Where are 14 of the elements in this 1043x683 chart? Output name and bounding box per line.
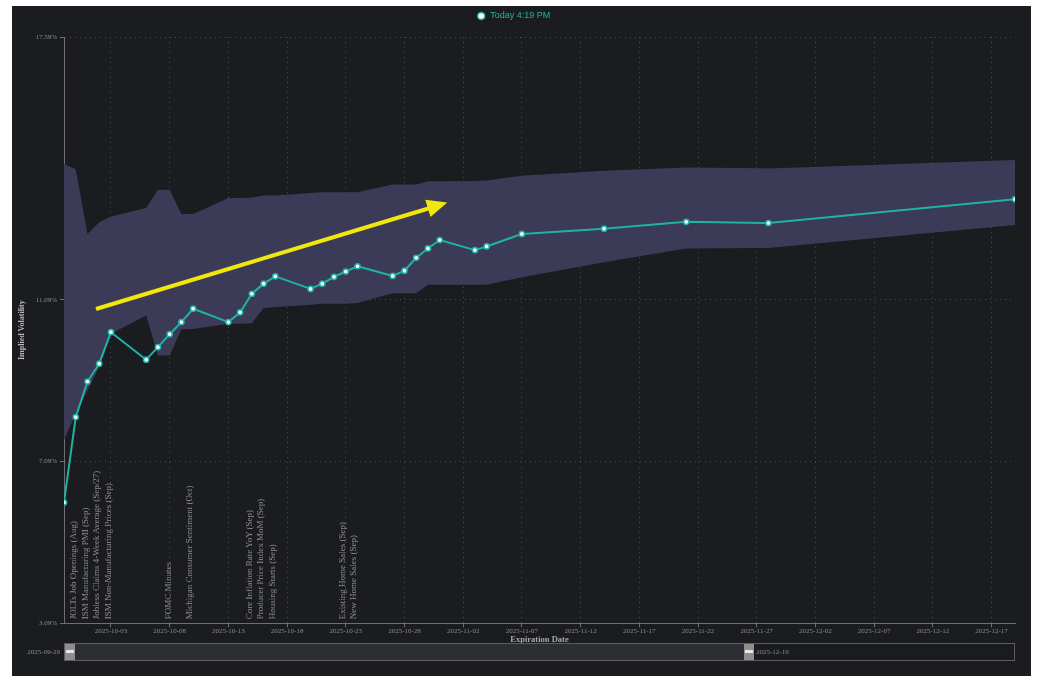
annotation: Jobless Claims 4-Week Average (Sep/27) — [91, 470, 102, 620]
annotation: Existing Home Sales (Sep) — [336, 522, 347, 620]
annotation: FOMC Minutes — [162, 561, 173, 620]
legend-label: Today 4:19 PM — [490, 10, 551, 21]
annotation: JOLTs Job Openings (Aug) — [68, 521, 79, 620]
annotation: Michigan Consumer Sentiment (Oct) — [184, 485, 195, 620]
annotation: New Home Sales (Sep) — [348, 535, 359, 620]
annotation: Producer Price Index MoM (Sep) — [255, 498, 266, 620]
annotation: ISM Non-Manufacturing Prices (Sep) — [102, 483, 113, 620]
annotation: Core Inflation Rate YoY (Sep) — [243, 509, 254, 620]
annotation: Housing Starts (Sep) — [267, 544, 278, 620]
annotation: ISM Manufacturing PMI (Sep) — [80, 507, 91, 620]
x-axis-title: Expiration Date — [510, 633, 569, 644]
y-axis-title: Implied Volatility — [16, 300, 26, 361]
